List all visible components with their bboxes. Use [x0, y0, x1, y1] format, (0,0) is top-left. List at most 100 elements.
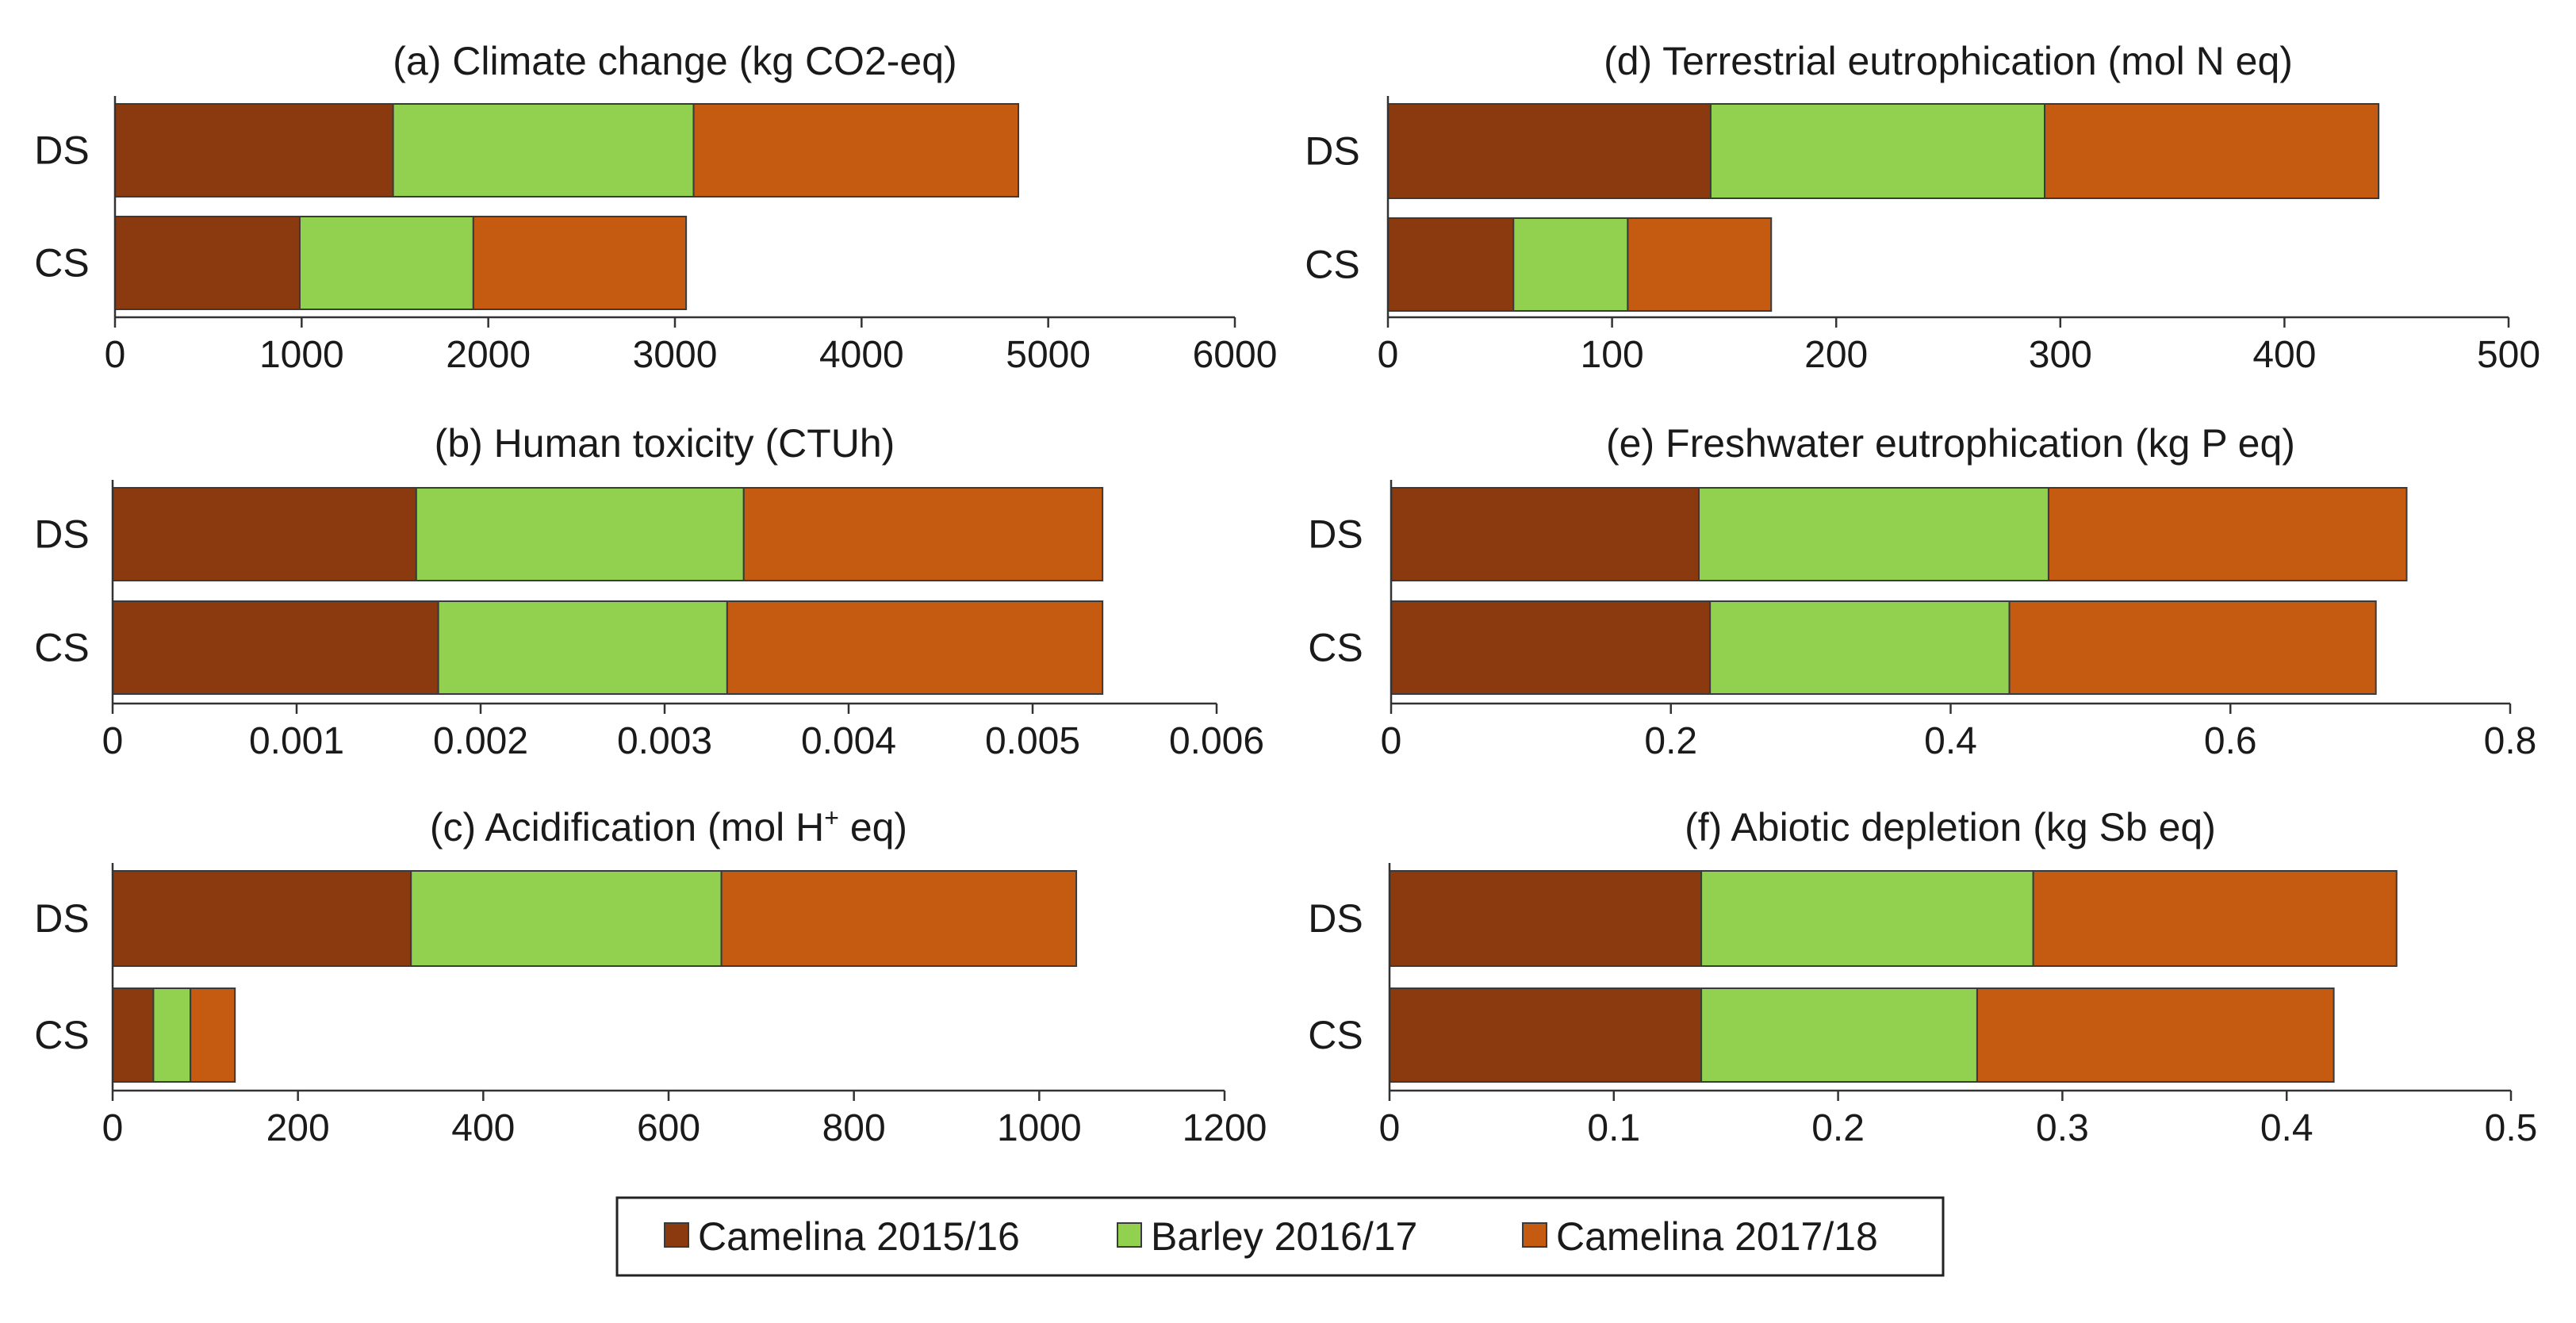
bar-f-ds-series-1	[1389, 870, 1703, 967]
panel-title-text: (a) Climate change (kg CO2-eq)	[393, 39, 956, 83]
x-tick-label: 1200	[1183, 1107, 1267, 1149]
bar-c-ds-series-3	[720, 870, 1078, 967]
bar-d-ds-series-1	[1387, 103, 1712, 199]
category-label-cs: CS	[1308, 626, 1363, 670]
x-tick-label: 0.001	[249, 720, 344, 762]
category-label-ds: DS	[1305, 129, 1359, 174]
legend-box	[615, 1196, 1945, 1277]
bar-e-ds-series-1	[1390, 487, 1700, 581]
bar-b-cs-series-2	[437, 600, 728, 695]
bar-f-cs-series-2	[1700, 987, 1978, 1083]
x-tick-label: 5000	[1006, 334, 1091, 376]
bar-e-ds-series-3	[2047, 487, 2408, 581]
x-tick-label: 1000	[259, 334, 344, 376]
bar-a-ds-series-1	[114, 103, 394, 197]
bar-c-ds-series-2	[410, 870, 723, 967]
chart-panel-c: (c) Acidification (mol H+ eq) DS CS 0 200 400…	[34, 803, 1267, 1149]
bar-a-cs-series-1	[114, 216, 301, 310]
x-tick-label: 200	[266, 1107, 330, 1149]
legend-swatch-3	[1522, 1222, 1547, 1248]
x-tick-label: 3000	[633, 334, 718, 376]
x-tick-label: 0	[102, 1107, 124, 1149]
bar-d-cs-series-3	[1627, 217, 1773, 312]
x-tick-label: 0.1	[1587, 1107, 1640, 1149]
x-tick-label: 0.5	[2485, 1107, 2538, 1149]
x-tick-label: 0	[102, 720, 124, 762]
category-label-cs: CS	[1308, 1013, 1363, 1057]
panel-title-superscript: +	[824, 803, 839, 832]
bar-e-cs-series-2	[1709, 600, 2011, 695]
legend-swatch-2	[1117, 1222, 1142, 1248]
x-tick-label: 0.2	[1811, 1107, 1865, 1149]
chart-panel-e: (e) Freshwater eutrophication (kg P eq) D…	[1308, 421, 2536, 762]
category-label-cs: CS	[34, 1013, 89, 1057]
bar-b-ds-series-2	[415, 487, 745, 581]
x-tick-label: 0.4	[1924, 720, 1977, 762]
panel-title-text: (c) Acidification (mol H	[430, 805, 824, 849]
x-tick-label: 2000	[446, 334, 531, 376]
panel-title-text: (f) Abiotic depletion (kg Sb eq)	[1685, 805, 2216, 849]
panel-title: (c) Acidification (mol H+ eq)	[430, 803, 907, 849]
legend-swatch-1	[664, 1222, 689, 1248]
panel-title: (f) Abiotic depletion (kg Sb eq)	[1685, 805, 2216, 849]
chart-panel-a: (a) Climate change (kg CO2-eq) DS CS 0 1000 2…	[34, 39, 1277, 376]
bar-f-cs-series-3	[1976, 987, 2335, 1083]
chart-panel-f: (f) Abiotic depletion (kg Sb eq) DS CS 0 0.1…	[1308, 805, 2537, 1149]
x-tick-label: 100	[1581, 334, 1644, 376]
category-label-cs: CS	[34, 241, 89, 286]
bar-a-ds-series-2	[392, 103, 695, 197]
legend-label-3: Camelina 2017/18	[1556, 1214, 1878, 1259]
x-tick-label: 6000	[1193, 334, 1278, 376]
bar-c-cs-series-1	[112, 987, 155, 1083]
x-tick-label: 0.3	[2036, 1107, 2089, 1149]
x-tick-label: 300	[2029, 334, 2092, 376]
x-tick-label: 200	[1804, 334, 1868, 376]
bar-a-ds-series-3	[692, 103, 1020, 197]
bar-c-cs-series-3	[190, 987, 236, 1083]
bar-e-cs-series-1	[1390, 600, 1712, 695]
category-label-ds: DS	[1308, 896, 1363, 941]
bar-c-ds-series-1	[112, 870, 412, 967]
bar-b-cs-series-3	[726, 600, 1104, 695]
panel-title-tail: eq)	[839, 805, 907, 849]
panel-title: (a) Climate change (kg CO2-eq)	[393, 39, 956, 83]
x-tick-label: 400	[451, 1107, 515, 1149]
bar-a-cs-series-2	[298, 216, 474, 310]
legend: Camelina 2015/16 Barley 2016/17 Camelina 2…	[615, 1196, 1945, 1277]
bar-f-cs-series-1	[1389, 987, 1703, 1083]
panel-title: (e) Freshwater eutrophication (kg P eq)	[1606, 421, 2295, 466]
panel-title: (d) Terrestrial eutrophication (mol N eq…	[1604, 39, 2293, 83]
x-tick-label: 0.002	[433, 720, 528, 762]
bar-b-cs-series-1	[112, 600, 439, 695]
x-tick-label: 0.2	[1644, 720, 1697, 762]
x-tick-label: 0.4	[2260, 1107, 2313, 1149]
bar-d-cs-series-2	[1512, 217, 1629, 312]
chart-panel-d: (d) Terrestrial eutrophication (mol N eq…	[1305, 39, 2540, 376]
bar-d-ds-series-2	[1709, 103, 2046, 199]
chart-panel-b: (b) Human toxicity (CTUh) DS CS 0 0.001 0.002…	[34, 421, 1264, 762]
category-label-cs: CS	[34, 626, 89, 670]
x-tick-label: 800	[822, 1107, 886, 1149]
panel-title-text: (d) Terrestrial eutrophication (mol N eq…	[1604, 39, 2293, 83]
x-tick-label: 0.6	[2204, 720, 2257, 762]
legend-label-1: Camelina 2015/16	[698, 1214, 1020, 1259]
bar-b-ds-series-1	[112, 487, 417, 581]
x-tick-label: 0.003	[617, 720, 712, 762]
bar-d-cs-series-1	[1387, 217, 1515, 312]
x-tick-label: 0	[1379, 1107, 1401, 1149]
x-tick-label: 0	[1378, 334, 1399, 376]
x-tick-label: 0.005	[985, 720, 1080, 762]
x-tick-label: 400	[2252, 334, 2316, 376]
x-tick-label: 500	[2477, 334, 2540, 376]
panel-title-text: (e) Freshwater eutrophication (kg P eq)	[1606, 421, 2295, 466]
x-tick-label: 0.8	[2484, 720, 2537, 762]
x-tick-label: 4000	[819, 334, 904, 376]
bar-a-cs-series-3	[472, 216, 688, 310]
bar-c-cs-series-2	[152, 987, 192, 1083]
bar-e-cs-series-3	[2008, 600, 2377, 695]
bar-f-ds-series-3	[2032, 870, 2398, 967]
x-tick-label: 600	[637, 1107, 700, 1149]
bar-b-ds-series-3	[742, 487, 1104, 581]
